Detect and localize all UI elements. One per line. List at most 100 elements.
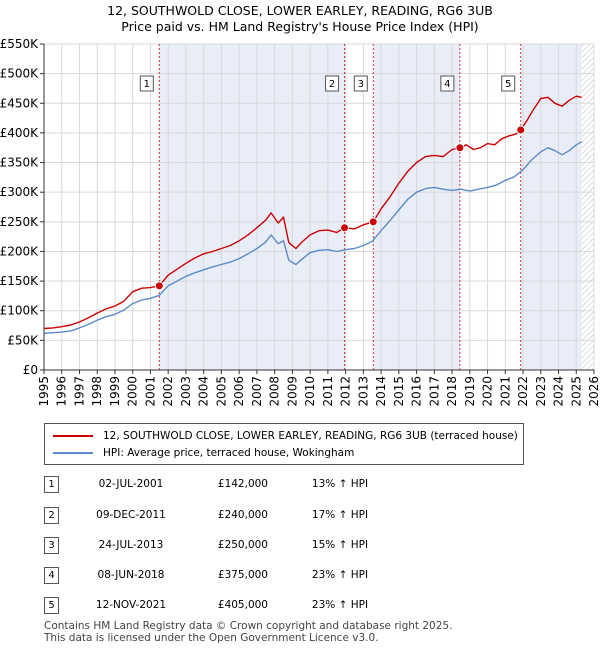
future-hatch — [581, 44, 594, 370]
series-line-hpi — [43, 141, 582, 334]
transaction-date: 02-JUL-2001 — [98, 478, 164, 490]
transaction-marker-label: 5 — [505, 79, 511, 90]
transaction-marker-box — [440, 75, 455, 92]
transaction-marker-label: 3 — [358, 79, 364, 90]
transaction-row: 5 12-NOV-2021 £405,000 23% ↑ HPI — [0, 597, 600, 617]
x-tick-label: 2007 — [250, 376, 264, 407]
transaction-date: 12-NOV-2021 — [95, 599, 167, 611]
y-tick-label: £150K — [0, 274, 39, 288]
y-tick-label: £450K — [0, 96, 39, 110]
x-tick-label: 2022 — [516, 376, 530, 407]
transaction-marker-box — [353, 75, 368, 92]
transaction-marker-label: 1 — [144, 79, 150, 90]
transaction-marker-box — [325, 75, 340, 92]
x-tick-label: 2023 — [534, 376, 548, 407]
x-tick-label: 1998 — [90, 376, 104, 407]
y-tick-label: £300K — [0, 185, 39, 199]
x-tick-label: 2021 — [498, 376, 512, 407]
x-tick-label: 2006 — [232, 376, 246, 407]
x-tick-label: 2005 — [214, 376, 228, 407]
purchase-point — [368, 217, 378, 227]
transaction-marker-box — [139, 75, 154, 92]
chart-legend: 12, SOUTHWOLD CLOSE, LOWER EARLEY, READI… — [44, 423, 524, 465]
legend-swatch-hpi — [53, 452, 93, 454]
y-tick-label: £500K — [0, 67, 39, 81]
transaction-hpi-diff: 15% ↑ HPI — [311, 539, 369, 551]
y-tick-label: £250K — [0, 215, 39, 229]
x-tick-label: 2001 — [143, 376, 157, 407]
footer-copyright: Contains HM Land Registry data © Crown c… — [44, 620, 453, 632]
transaction-number: 2 — [44, 507, 59, 524]
transaction-date: 24-JUL-2013 — [98, 539, 164, 551]
x-tick-label: 1996 — [55, 376, 69, 407]
x-tick-label: 2024 — [552, 376, 566, 407]
x-tick-label: 1995 — [37, 376, 51, 407]
transaction-marker-label: 4 — [444, 79, 450, 90]
transaction-row: 2 09-DEC-2011 £240,000 17% ↑ HPI — [0, 507, 600, 527]
transaction-price: £142,000 — [217, 478, 268, 490]
x-tick-label: 2009 — [285, 376, 299, 407]
purchase-point — [516, 125, 526, 135]
y-tick-label: £0 — [23, 363, 38, 377]
ownership-band — [159, 44, 345, 370]
transaction-price: £405,000 — [217, 599, 268, 611]
transaction-number: 1 — [44, 476, 59, 493]
transaction-number: 3 — [44, 537, 59, 554]
purchase-point — [455, 143, 465, 153]
transaction-number: 4 — [44, 567, 59, 584]
x-tick-label: 2000 — [126, 376, 140, 407]
x-tick-label: 2011 — [321, 376, 335, 407]
transaction-price: £375,000 — [217, 569, 268, 581]
x-tick-label: 2013 — [356, 376, 370, 407]
legend-item-hpi: HPI: Average price, terraced house, Woki… — [53, 445, 354, 461]
x-tick-label: 2025 — [569, 376, 583, 407]
ownership-band — [520, 44, 582, 370]
footer-licence: This data is licensed under the Open Gov… — [44, 632, 379, 644]
y-tick-label: £550K — [0, 37, 39, 51]
transaction-row: 1 02-JUL-2001 £142,000 13% ↑ HPI — [0, 476, 600, 496]
purchase-point — [154, 281, 164, 291]
transaction-row: 3 24-JUL-2013 £250,000 15% ↑ HPI — [0, 537, 600, 557]
transaction-date: 09-DEC-2011 — [96, 509, 166, 521]
y-tick-label: £400K — [0, 126, 39, 140]
series-line-property — [43, 95, 582, 330]
y-tick-label: £200K — [0, 244, 39, 258]
x-tick-label: 2012 — [339, 376, 353, 407]
x-tick-label: 2002 — [161, 376, 175, 407]
transaction-date: 08-JUN-2018 — [97, 569, 165, 581]
transaction-row: 4 08-JUN-2018 £375,000 23% ↑ HPI — [0, 567, 600, 587]
legend-swatch-property — [53, 435, 93, 437]
x-tick-label: 2026 — [587, 376, 600, 407]
y-tick-label: £50K — [7, 333, 39, 347]
x-tick-label: 1999 — [108, 376, 122, 407]
legend-label-property: 12, SOUTHWOLD CLOSE, LOWER EARLEY, READI… — [103, 430, 518, 442]
transaction-hpi-diff: 17% ↑ HPI — [311, 509, 369, 521]
x-tick-label: 2018 — [445, 376, 459, 407]
transaction-price: £250,000 — [217, 539, 268, 551]
x-tick-label: 1997 — [72, 376, 86, 407]
transaction-marker-box — [501, 75, 516, 92]
transaction-hpi-diff: 23% ↑ HPI — [311, 569, 369, 581]
transaction-hpi-diff: 13% ↑ HPI — [311, 478, 369, 490]
chart-subtitle: Price paid vs. HM Land Registry's House … — [121, 19, 479, 34]
chart-title-address: 12, SOUTHWOLD CLOSE, LOWER EARLEY, READI… — [107, 3, 493, 18]
x-tick-label: 2020 — [481, 376, 495, 407]
x-tick-label: 2019 — [463, 376, 477, 407]
y-tick-label: £100K — [0, 304, 39, 318]
x-tick-label: 2015 — [392, 376, 406, 407]
x-tick-label: 2008 — [268, 376, 282, 407]
x-tick-label: 2016 — [410, 376, 424, 407]
transaction-price: £240,000 — [217, 509, 268, 521]
y-tick-label: £350K — [0, 156, 39, 170]
x-tick-label: 2004 — [197, 376, 211, 407]
transaction-marker-label: 2 — [329, 79, 335, 90]
x-tick-label: 2014 — [374, 376, 388, 407]
purchase-point — [340, 223, 350, 233]
x-tick-label: 2017 — [427, 376, 441, 407]
legend-label-hpi: HPI: Average price, terraced house, Woki… — [103, 447, 355, 459]
transaction-number: 5 — [44, 597, 59, 614]
transaction-hpi-diff: 23% ↑ HPI — [311, 599, 369, 611]
x-tick-label: 2010 — [303, 376, 317, 407]
price-chart: 1 2 3 4 5 £0 £50K £100K £150K £200K £250K £300K £35… — [0, 37, 600, 407]
legend-item-property: 12, SOUTHWOLD CLOSE, LOWER EARLEY, READI… — [53, 428, 518, 444]
